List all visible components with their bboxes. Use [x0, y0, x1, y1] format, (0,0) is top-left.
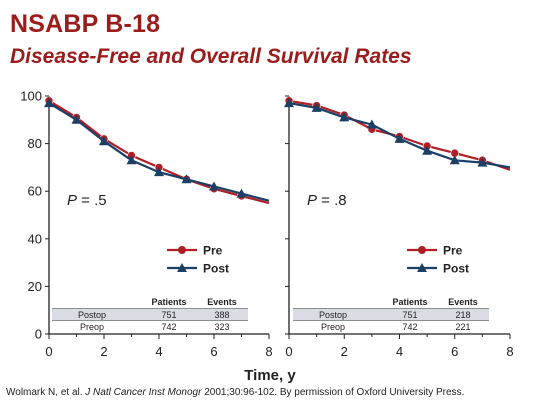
legend-marker-pre [418, 246, 426, 254]
x-tick-label: 0 [45, 344, 52, 359]
y-tick-label: 20 [28, 279, 42, 294]
data-point-post [284, 98, 294, 108]
chart-panel-1: 0 20 40 60 80 100 0 2 4 6 8 P = .5 Pre Post Time, y [20, 89, 296, 385]
legend-label-pre: Pre [203, 244, 223, 258]
legend-label-post: Post [443, 262, 469, 276]
table-header-row: Patients Events [293, 296, 489, 308]
series-line-post [48, 102, 270, 202]
table-cell: Postop [77, 310, 107, 320]
table-cell: Preop [79, 322, 105, 332]
x-tick-label: 2 [341, 344, 348, 359]
patients-events-table: Patients Events Postop 751 218 Preop 742 221 [293, 296, 489, 334]
table-cell: 751 [402, 310, 418, 320]
x-tick-label: 4 [396, 344, 403, 359]
citation-prefix: Wolmark N, et al. [6, 387, 86, 398]
citation-journal: J Natl Cancer Inst Monogr [85, 387, 202, 398]
x-tick-label: 6 [451, 344, 458, 359]
table-cell: Preop [320, 322, 346, 332]
x-tick-label: 0 [285, 344, 292, 359]
data-point-post [154, 167, 164, 177]
table-row: Preop 742 221 [293, 320, 489, 333]
y-tick-label: 40 [28, 231, 42, 246]
y-tick-label: 60 [28, 184, 42, 199]
legend-marker-pre [178, 246, 186, 254]
table-row: Preop 742 323 [52, 320, 248, 333]
table-cell: 323 [214, 322, 230, 332]
table-row: Postop 751 218 [293, 308, 489, 321]
y-tick-label: 0 [35, 327, 42, 342]
table-cell: 218 [455, 310, 471, 320]
slide-subtitle: Disease-Free and Overall Survival Rates [10, 45, 412, 68]
legend-label-pre: Pre [443, 244, 463, 258]
p-value: = .8 [317, 192, 347, 209]
table-header-cell [52, 296, 132, 308]
data-point-post [394, 133, 405, 143]
p-label: P [307, 192, 317, 209]
x-tick-label: 8 [506, 344, 513, 359]
table-row: Postop 751 388 [52, 308, 248, 321]
citation: Wolmark N, et al. J Natl Cancer Inst Mon… [6, 387, 464, 398]
data-point-post [44, 98, 54, 108]
table-cell: 742 [161, 322, 177, 332]
legend-marker-post [417, 263, 427, 272]
table-header-cell [293, 296, 373, 308]
table-header-cell: Events [448, 297, 478, 307]
data-point-post [422, 145, 433, 155]
slide-title: NSABP B-18 [10, 10, 161, 38]
data-point-post [339, 112, 350, 122]
table-header-cell: Patients [151, 297, 187, 307]
legend-label-post: Post [203, 262, 229, 276]
y-tick-label: 100 [20, 89, 42, 104]
table-cell: 388 [214, 310, 230, 320]
data-point-post [71, 114, 82, 124]
p-value-annotation: P = .8 [307, 192, 347, 209]
x-tick-label: 6 [210, 344, 217, 359]
x-axis-label: Time, y [244, 367, 296, 384]
table-header-cell: Patients [392, 297, 428, 307]
table-cell: 742 [402, 322, 418, 332]
x-tick-label: 4 [155, 344, 162, 359]
p-value-annotation: P = .5 [67, 192, 107, 209]
table-header-row: Patients Events [52, 296, 248, 308]
series-line-pre [48, 99, 270, 205]
citation-suffix: 2001;30:96-102. By permission of Oxford … [201, 387, 465, 398]
data-point-post [366, 119, 377, 129]
p-label: P [67, 192, 77, 209]
p-value: = .5 [77, 192, 107, 209]
chart-panel-2: 0 2 4 6 8 P = .8 Pre Post [284, 95, 514, 359]
data-point-post [449, 155, 460, 165]
x-tick-label: 8 [265, 344, 272, 359]
data-point-post [126, 155, 137, 165]
patients-events-table: Patients Events Postop 751 388 Preop 742 323 [52, 296, 248, 334]
data-point-post [181, 174, 192, 184]
data-point-post [311, 102, 322, 112]
table-cell: 221 [455, 322, 471, 332]
y-tick-label: 80 [28, 136, 42, 151]
table-header-cell: Events [207, 297, 237, 307]
table-cell: Postop [318, 310, 348, 320]
data-point-post [236, 188, 247, 198]
x-tick-label: 2 [100, 344, 107, 359]
table-cell: 751 [161, 310, 177, 320]
data-point-post [209, 181, 219, 191]
data-point-post [477, 157, 488, 167]
legend-marker-post [177, 263, 187, 272]
data-point-post [99, 136, 109, 146]
